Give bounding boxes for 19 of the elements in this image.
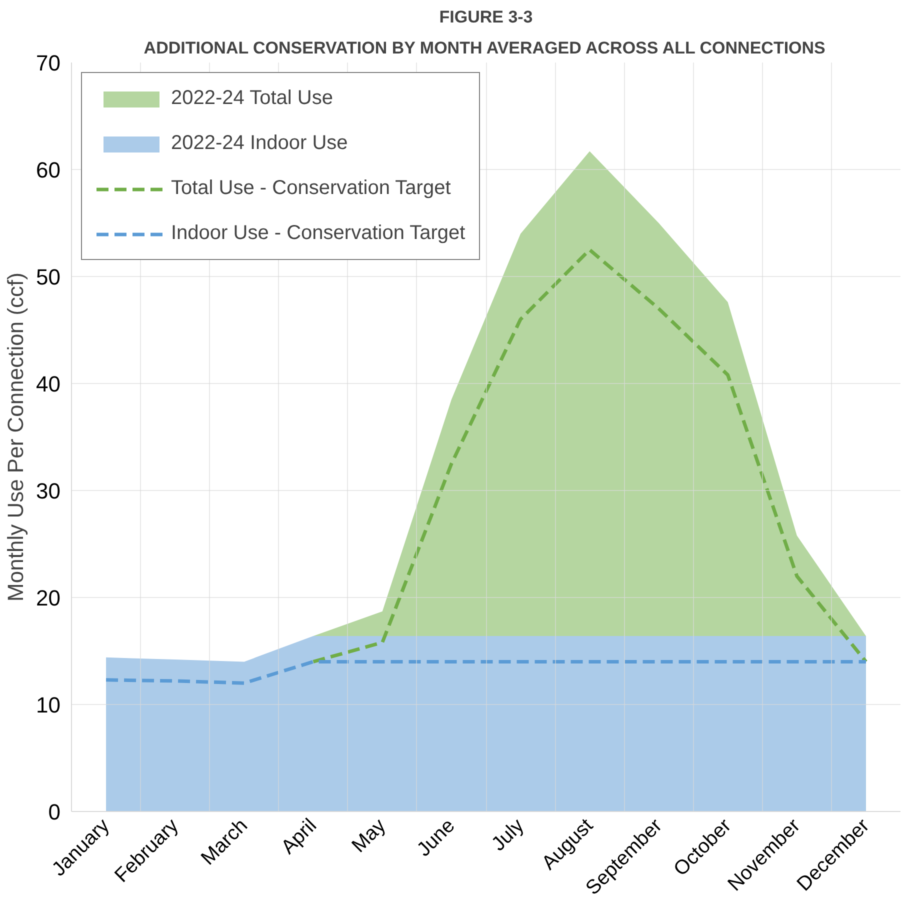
x-tick-label: July [488, 814, 528, 856]
x-tick-label: May [348, 814, 390, 857]
y-tick-label: 40 [36, 372, 61, 396]
legend-label: Total Use - Conservation Target [171, 177, 451, 200]
line-series [312, 248, 868, 664]
y-tick-label: 30 [36, 478, 61, 504]
legend-label: Indoor Use - Conservation Target [171, 222, 466, 245]
y-tick-label: 0 [48, 800, 61, 824]
chart-title: FIGURE 3-3 [439, 8, 533, 26]
y-tick-label: 50 [36, 264, 61, 290]
legend-label: 2022-24 Total Use [171, 87, 333, 110]
y-tick-label: 70 [36, 50, 61, 76]
legend-label: 2022-24 Indoor Use [171, 132, 348, 155]
y-tick-label: 60 [36, 158, 61, 182]
y-axis-title: Monthly Use Per Connection (ccf) [3, 272, 28, 602]
chart-subtitle: ADDITIONAL CONSERVATION BY MONTH AVERAGED ACROSS ALL CONNECTIONS [144, 38, 826, 58]
y-tick-label: 10 [36, 692, 61, 718]
y-tick-label: 20 [36, 586, 61, 610]
line-series [104, 660, 868, 685]
